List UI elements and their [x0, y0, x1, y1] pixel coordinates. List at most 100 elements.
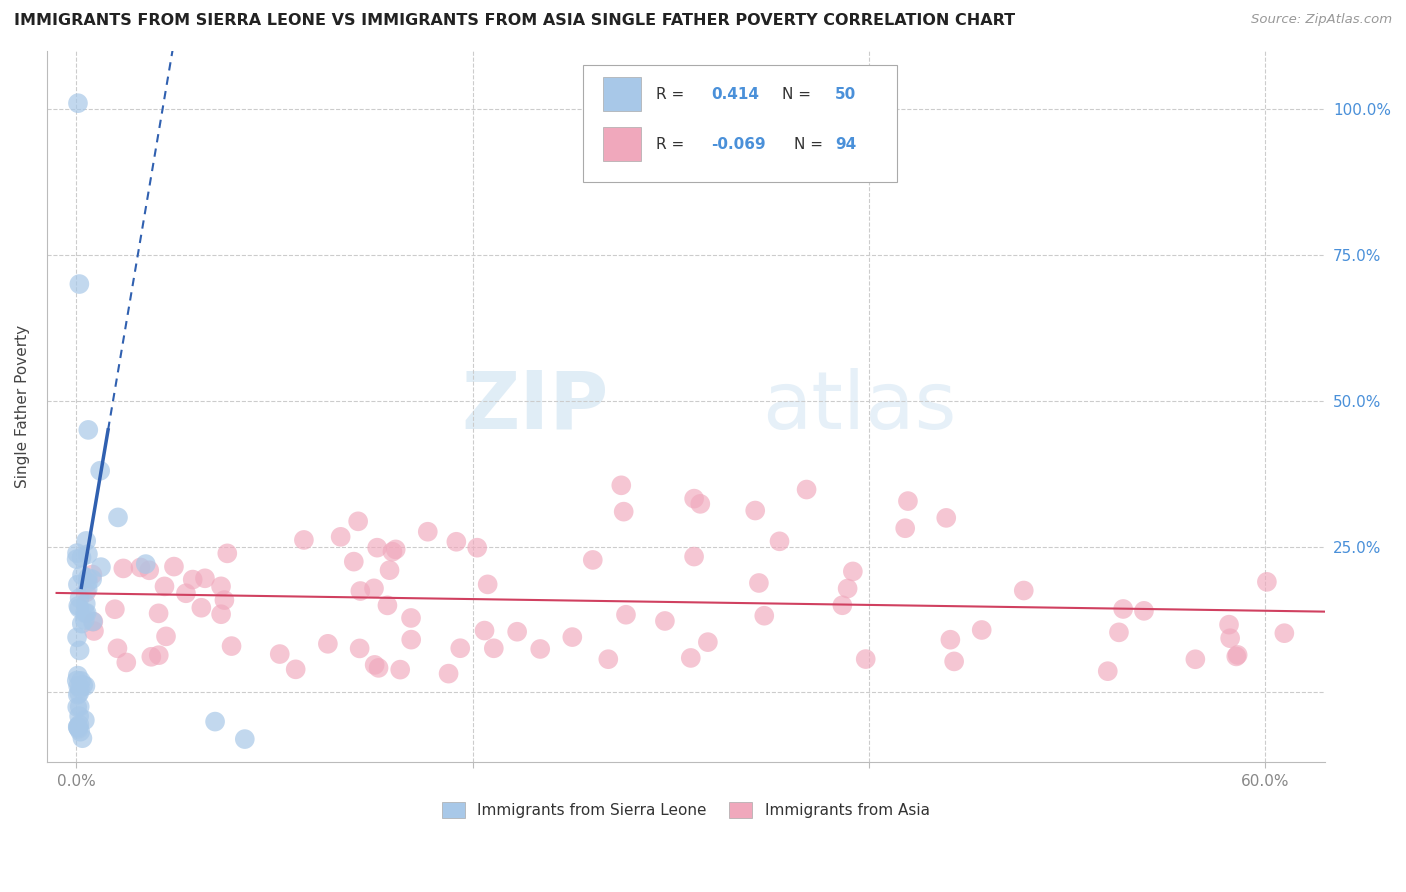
Point	[506, 624, 529, 639]
Point	[70, 568, 93, 582]
Bar	[603, 77, 641, 112]
Point	[970, 623, 993, 637]
Point	[598, 652, 620, 666]
Point	[1219, 631, 1241, 645]
Point	[209, 579, 232, 593]
Point	[66, 673, 89, 688]
Text: N =: N =	[794, 137, 824, 153]
Point	[1225, 649, 1247, 664]
Point	[112, 561, 135, 575]
Point	[82, 615, 104, 629]
Point	[75, 585, 97, 599]
Text: -0.069: -0.069	[711, 137, 766, 153]
Text: Source: ZipAtlas.com: Source: ZipAtlas.com	[1251, 13, 1392, 27]
Point	[66, 720, 89, 734]
Point	[378, 563, 401, 577]
Point	[77, 423, 100, 437]
Point	[115, 656, 138, 670]
Point	[696, 635, 718, 649]
Point	[209, 607, 232, 622]
Point	[894, 521, 917, 535]
Point	[174, 586, 197, 600]
Point	[343, 555, 366, 569]
Point	[70, 616, 93, 631]
Point	[269, 647, 291, 661]
Point	[70, 673, 93, 688]
Point	[82, 615, 104, 629]
Text: 50: 50	[835, 87, 856, 103]
Point	[446, 534, 468, 549]
Point	[349, 584, 371, 599]
Point	[67, 722, 90, 736]
Point	[689, 497, 711, 511]
Point	[221, 639, 243, 653]
Point	[561, 630, 583, 644]
Point	[67, 277, 90, 291]
Point	[1226, 648, 1249, 662]
Point	[744, 503, 766, 517]
Point	[1012, 583, 1035, 598]
Point	[181, 573, 204, 587]
FancyBboxPatch shape	[583, 65, 897, 182]
Point	[190, 600, 212, 615]
Point	[141, 649, 163, 664]
Point	[104, 602, 127, 616]
Point	[384, 542, 406, 557]
Point	[67, 599, 90, 613]
Point	[67, 717, 90, 731]
Point	[292, 533, 315, 547]
Point	[76, 582, 98, 597]
Point	[1272, 626, 1295, 640]
Point	[163, 559, 186, 574]
Point	[935, 511, 957, 525]
Point	[233, 732, 256, 747]
Text: R =: R =	[657, 87, 685, 103]
Point	[329, 530, 352, 544]
Point	[69, 681, 91, 696]
Point	[363, 582, 385, 596]
Point	[148, 607, 170, 621]
Point	[1108, 625, 1130, 640]
Point	[65, 552, 87, 566]
Point	[90, 560, 112, 574]
Point	[610, 478, 633, 492]
Point	[82, 567, 104, 582]
Point	[1133, 604, 1156, 618]
Point	[76, 606, 98, 620]
Point	[366, 541, 388, 555]
Point	[129, 560, 152, 574]
Point	[73, 613, 96, 627]
Point	[1097, 664, 1119, 678]
Point	[107, 641, 129, 656]
Point	[135, 557, 157, 571]
Point	[67, 709, 90, 723]
Point	[582, 553, 605, 567]
Text: atlas: atlas	[762, 368, 956, 446]
Point	[377, 599, 399, 613]
Point	[831, 599, 853, 613]
Point	[389, 663, 412, 677]
Point	[69, 724, 91, 739]
Point	[381, 545, 404, 559]
Point	[75, 597, 97, 611]
Point	[66, 668, 89, 682]
Point	[67, 679, 90, 693]
Point	[138, 563, 160, 577]
Point	[69, 591, 91, 606]
Point	[416, 524, 439, 539]
Point	[66, 688, 89, 702]
Point	[83, 624, 105, 638]
Point	[66, 546, 89, 560]
Point	[465, 541, 488, 555]
Text: 94: 94	[835, 137, 856, 153]
Point	[66, 577, 89, 591]
Point	[204, 714, 226, 729]
Point	[66, 630, 89, 644]
Point	[214, 593, 236, 607]
Point	[683, 549, 706, 564]
Text: ZIP: ZIP	[461, 368, 609, 446]
Point	[943, 654, 966, 668]
Point	[72, 731, 94, 746]
Point	[77, 547, 100, 561]
Point	[842, 565, 865, 579]
